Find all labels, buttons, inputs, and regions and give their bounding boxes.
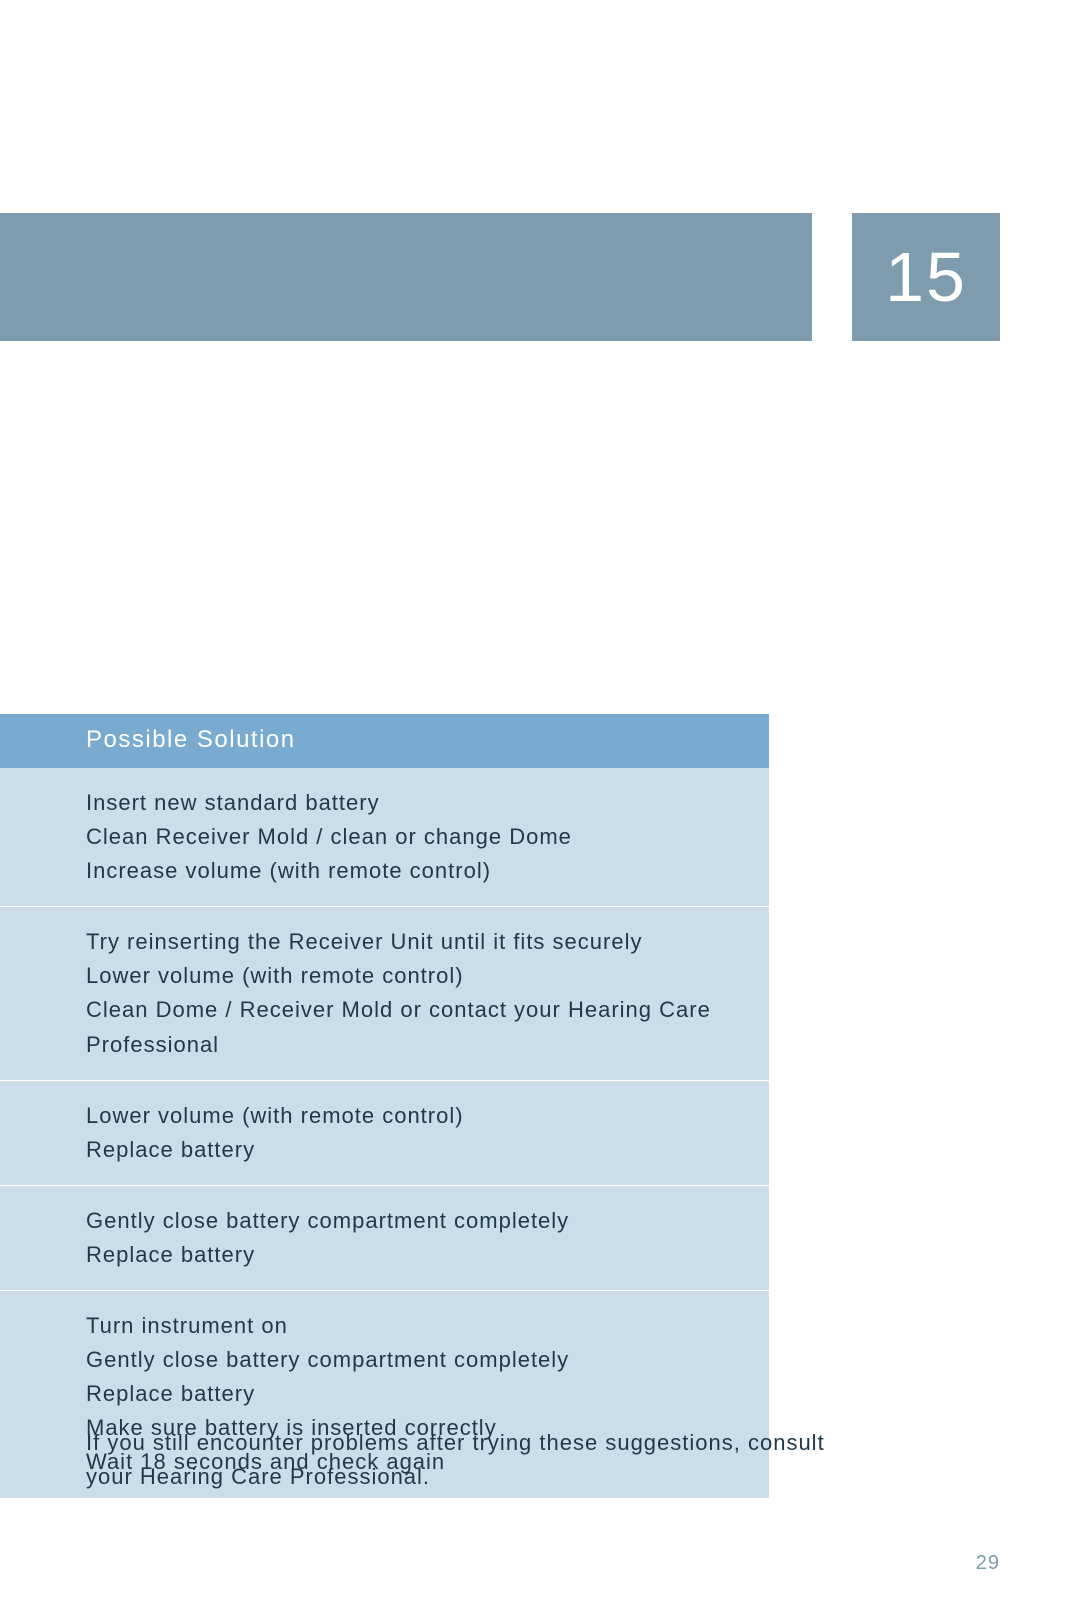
solution-line: Gently close battery compartment complet…	[86, 1204, 751, 1238]
solution-line: Clean Dome / Receiver Mold or contact yo…	[86, 993, 751, 1061]
table-row: Try reinserting the Receiver Unit until …	[0, 906, 769, 1079]
solution-line: Lower volume (with remote control)	[86, 959, 751, 993]
solution-line: Insert new standard battery	[86, 786, 751, 820]
solution-line: Replace battery	[86, 1133, 751, 1167]
solution-line: Clean Receiver Mold / clean or change Do…	[86, 820, 751, 854]
solution-line: Try reinserting the Receiver Unit until …	[86, 925, 751, 959]
solution-line: Increase volume (with remote control)	[86, 854, 751, 888]
page: 15 Possible Solution Insert new standard…	[0, 0, 1080, 1615]
page-folio: 29	[976, 1552, 1000, 1575]
solution-line: Turn instrument on	[86, 1309, 751, 1343]
solution-table-body: Insert new standard batteryClean Receive…	[0, 768, 769, 1498]
header-band	[0, 213, 812, 341]
solution-line: Lower volume (with remote control)	[86, 1099, 751, 1133]
chapter-number: 15	[885, 237, 967, 317]
solution-line: Gently close battery compartment complet…	[86, 1343, 751, 1377]
footer-note: If you still encounter problems after tr…	[86, 1426, 866, 1494]
solution-line: Replace battery	[86, 1377, 751, 1411]
table-row: Lower volume (with remote control)Replac…	[0, 1080, 769, 1185]
chapter-number-badge: 15	[852, 213, 1000, 341]
solution-table-header: Possible Solution	[0, 714, 769, 768]
table-row: Insert new standard batteryClean Receive…	[0, 768, 769, 906]
table-row: Gently close battery compartment complet…	[0, 1185, 769, 1290]
solution-line: Replace battery	[86, 1238, 751, 1272]
solution-table: Possible Solution Insert new standard ba…	[0, 714, 770, 1499]
